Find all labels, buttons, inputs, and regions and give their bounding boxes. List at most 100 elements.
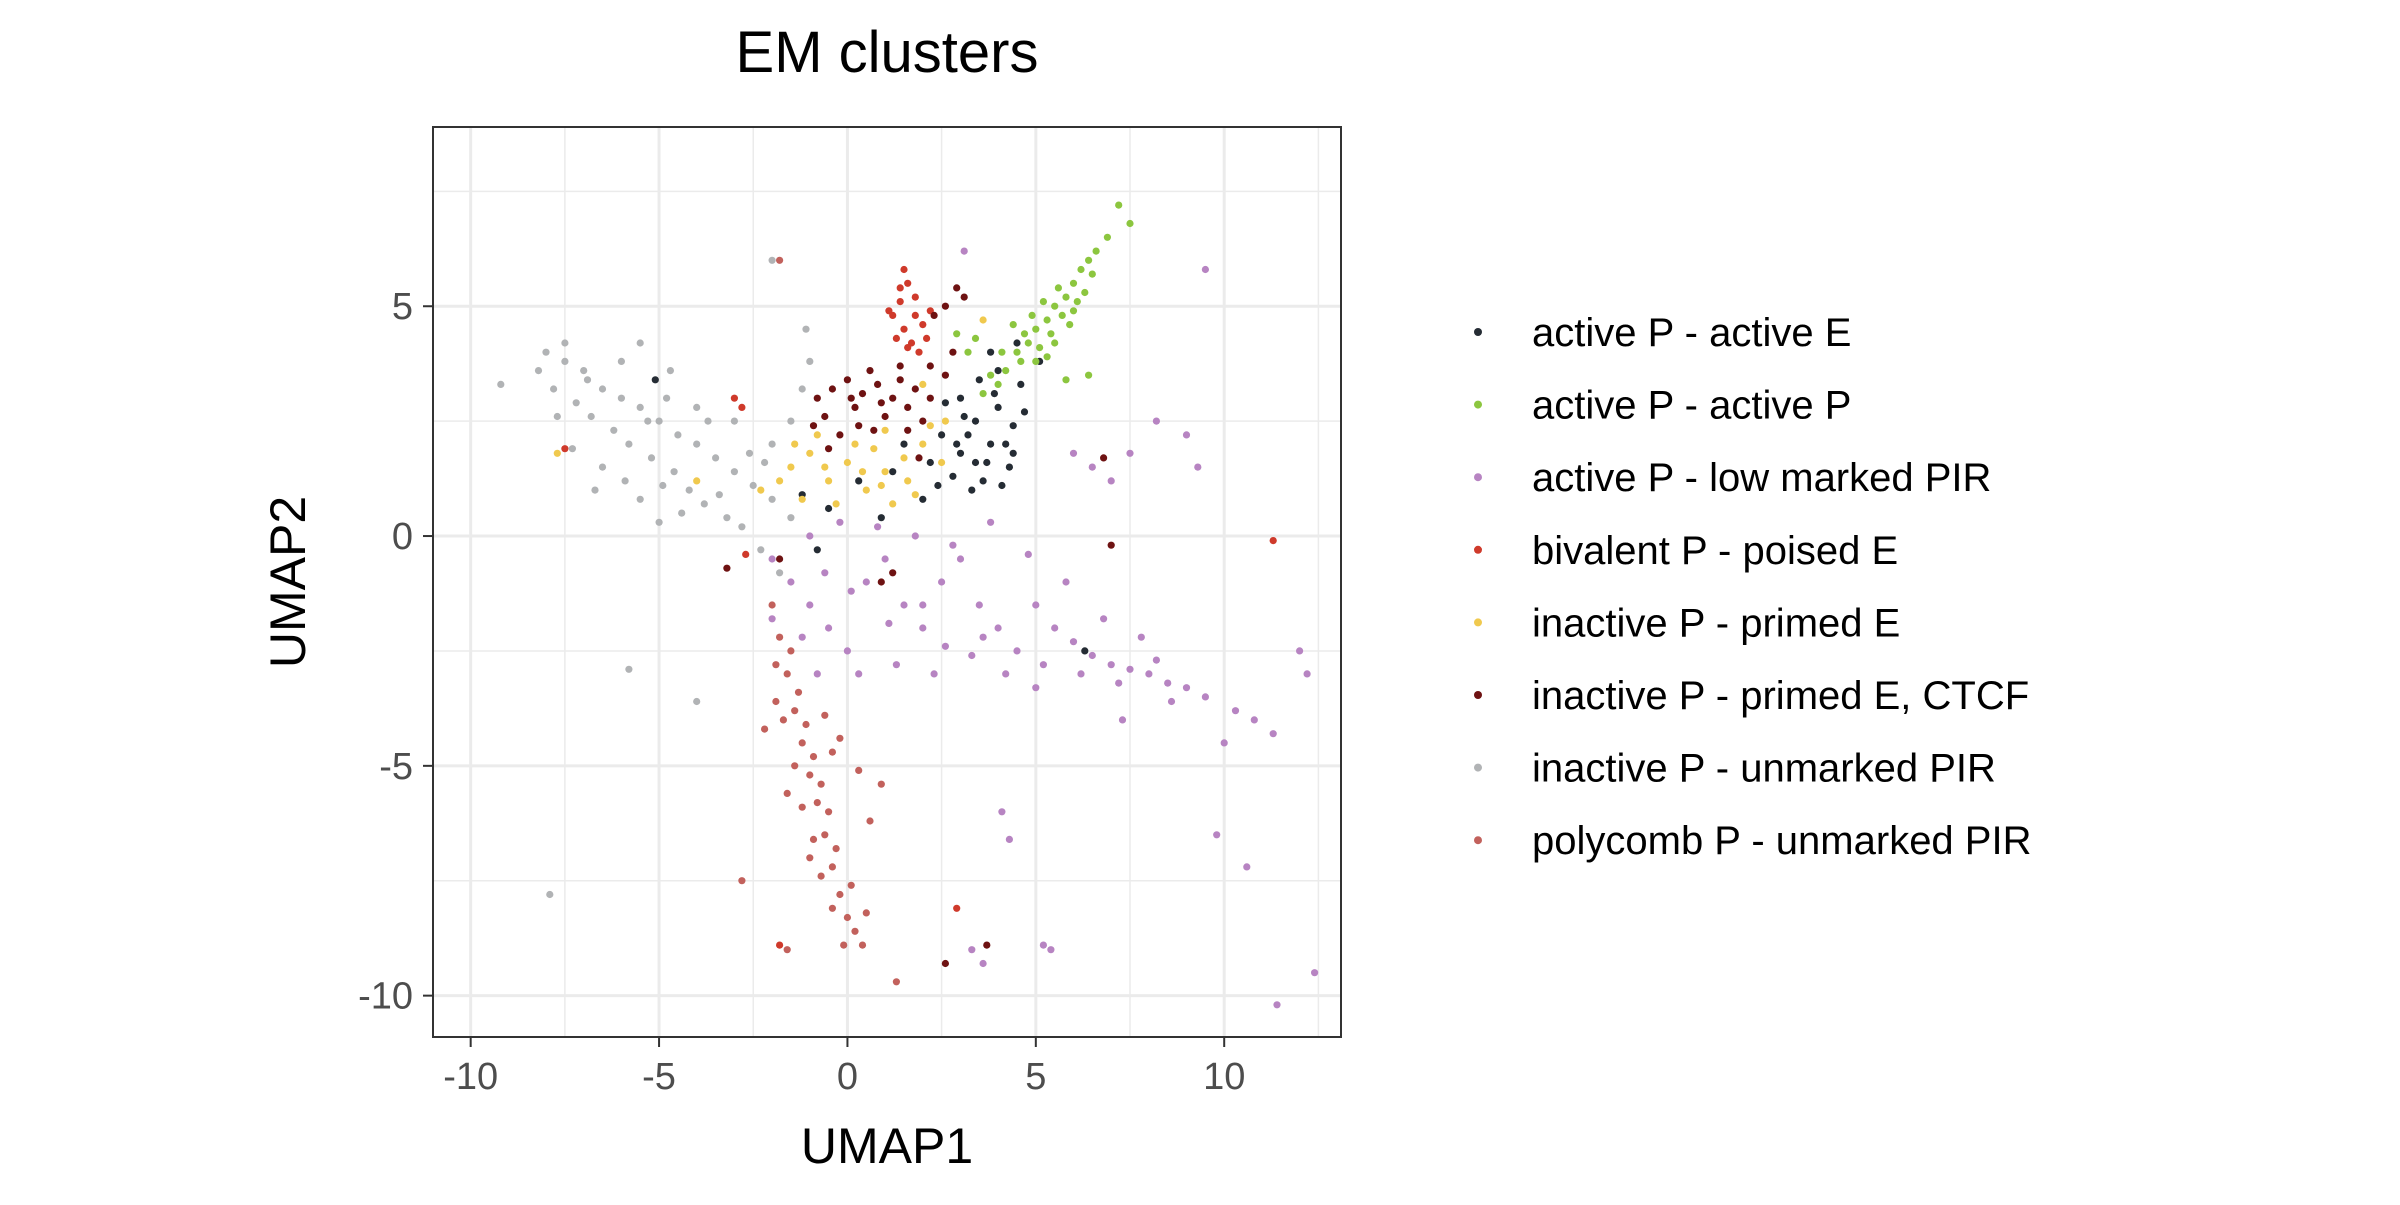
data-point [794, 688, 803, 696]
data-point [1100, 615, 1108, 623]
data-point [636, 403, 644, 411]
data-point [1201, 693, 1209, 701]
data-point [791, 440, 799, 448]
data-point [1088, 270, 1096, 278]
data-point [900, 440, 908, 448]
x-axis-label: UMAP1 [801, 1118, 973, 1174]
data-point [636, 495, 644, 503]
data-point [685, 486, 693, 494]
data-point [1115, 679, 1123, 687]
data-point [1296, 647, 1304, 655]
panel-background [433, 127, 1341, 1037]
data-point [828, 863, 837, 871]
data-point [730, 394, 739, 402]
data-point [757, 546, 765, 554]
data-point [1088, 651, 1096, 660]
data-point [836, 734, 844, 742]
data-point [949, 348, 957, 356]
legend-key [1474, 473, 1482, 482]
data-point [1069, 279, 1078, 287]
data-point [960, 247, 968, 255]
data-point [497, 380, 505, 388]
data-point [919, 380, 927, 388]
data-point [598, 385, 607, 393]
data-point [757, 486, 765, 494]
data-point [1107, 661, 1115, 669]
data-point [1039, 661, 1047, 669]
data-point [1002, 440, 1010, 448]
data-point [836, 890, 844, 899]
data-point [678, 509, 686, 517]
data-point [1145, 670, 1153, 678]
data-point [749, 481, 757, 490]
data-point [926, 362, 934, 370]
data-point [998, 348, 1006, 356]
data-point [802, 325, 810, 333]
data-point [1009, 422, 1017, 430]
data-point [745, 449, 754, 457]
data-point [791, 707, 799, 715]
data-point [885, 619, 893, 628]
data-point [553, 449, 561, 457]
data-point [546, 890, 554, 899]
data-point [806, 771, 814, 779]
data-point [1032, 601, 1040, 609]
data-point [787, 578, 795, 586]
data-point [1243, 863, 1251, 871]
data-point [919, 624, 927, 632]
x-tick-label: 5 [1025, 1056, 1046, 1098]
data-point [655, 417, 663, 425]
data-point [877, 481, 885, 490]
data-point [870, 426, 878, 434]
data-point [761, 458, 769, 467]
data-point [1002, 367, 1010, 375]
data-point [659, 481, 667, 490]
data-point [821, 412, 829, 421]
chart-title: EM clusters [736, 20, 1039, 85]
data-point [598, 463, 607, 471]
data-point [1077, 265, 1085, 274]
data-point [953, 284, 961, 292]
data-point [783, 946, 791, 954]
data-point [971, 458, 980, 467]
data-point [926, 422, 934, 430]
data-point [1009, 449, 1017, 457]
data-point [674, 431, 682, 439]
data-point [843, 376, 852, 384]
legend-key [1474, 836, 1482, 845]
data-point [915, 454, 923, 462]
data-point [889, 394, 897, 402]
legend-key [1474, 545, 1482, 554]
data-point [730, 468, 739, 476]
data-point [889, 569, 897, 577]
data-point [806, 601, 814, 609]
data-point [798, 803, 806, 811]
data-point [941, 371, 950, 379]
data-point [1115, 201, 1123, 209]
data-point [553, 412, 561, 421]
data-point [663, 394, 671, 402]
legend-label: inactive P - primed E [1532, 601, 1900, 645]
data-point [587, 412, 595, 421]
data-point [1020, 408, 1029, 416]
data-point [949, 472, 957, 480]
data-point [617, 357, 626, 365]
data-point [806, 449, 814, 457]
data-point [1002, 670, 1010, 678]
data-point [625, 440, 633, 448]
data-point [670, 468, 678, 476]
data-point [1103, 233, 1111, 241]
data-point [877, 399, 885, 407]
data-point [813, 799, 821, 807]
x-tick-label: -10 [443, 1056, 498, 1098]
data-point [1069, 307, 1078, 315]
data-point [542, 348, 550, 356]
data-point [1250, 716, 1258, 724]
data-point [1039, 298, 1047, 306]
data-point [1167, 697, 1176, 706]
data-point [1126, 449, 1134, 457]
data-point [693, 403, 701, 411]
data-point [858, 390, 867, 398]
data-point [787, 514, 795, 522]
